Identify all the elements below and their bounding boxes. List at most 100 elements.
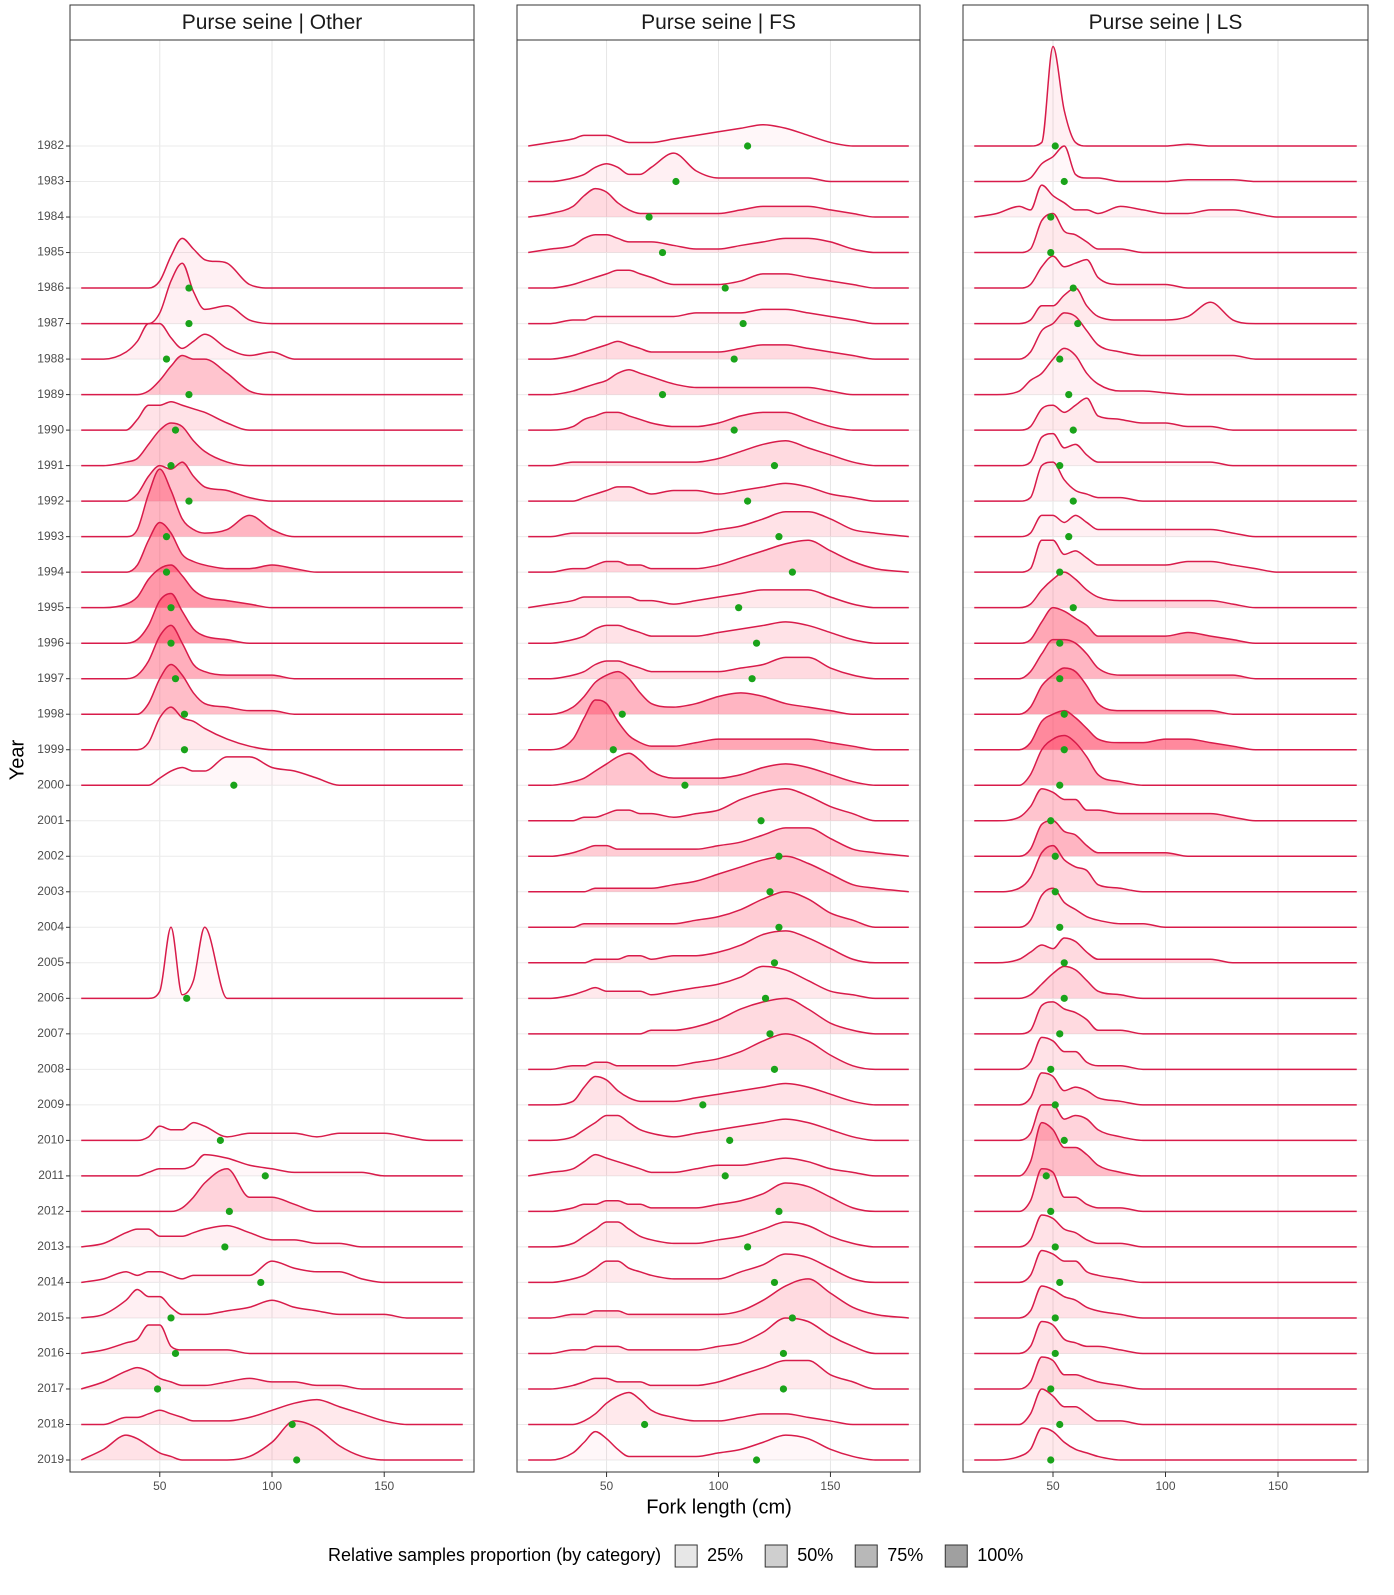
- mean-point: [162, 568, 171, 576]
- mean-point: [221, 1243, 229, 1251]
- y-axis-title: Year: [6, 739, 28, 780]
- mean-point: [1056, 781, 1064, 789]
- ridge-line: [974, 255, 1357, 289]
- ridge-line: [528, 997, 909, 1035]
- y-tick-label: 1998: [37, 706, 64, 720]
- ridge-line: [974, 1001, 1357, 1035]
- mean-point: [730, 355, 738, 363]
- y-tick-label: 2009: [37, 1097, 64, 1111]
- mean-point: [618, 710, 626, 718]
- y-tick-label: 2000: [37, 777, 64, 791]
- ridge-fill: [974, 1285, 1357, 1318]
- strip-title: Purse seine | FS: [641, 11, 796, 34]
- ridge-line: [528, 670, 909, 715]
- ridge-fill: [81, 565, 463, 608]
- mean-point: [1056, 462, 1064, 470]
- ridge-fill: [974, 1388, 1357, 1425]
- ridge-line: [974, 347, 1357, 396]
- y-tick-label: 1986: [37, 280, 64, 294]
- ridge-line: [528, 1033, 909, 1071]
- ridge-line: [974, 45, 1357, 147]
- mean-point: [1047, 817, 1055, 825]
- mean-point: [770, 1278, 779, 1287]
- ridge-line: [974, 1249, 1357, 1284]
- y-tick-label: 2006: [37, 990, 64, 1004]
- ridge-fill: [81, 1225, 463, 1247]
- ridge-line: [974, 1214, 1357, 1248]
- mean-point: [752, 1456, 761, 1464]
- ridge-line: [974, 1356, 1357, 1390]
- mean-point: [645, 213, 653, 221]
- ridge-fill: [81, 1325, 463, 1354]
- ridge-fill: [528, 671, 909, 715]
- ridge-fill: [974, 433, 1357, 466]
- ridge-line: [974, 287, 1357, 325]
- ridge-fill: [974, 1122, 1357, 1176]
- mean-point: [752, 639, 761, 647]
- ridge-line: [528, 1075, 909, 1106]
- ridge-fill: [528, 540, 909, 573]
- mean-point: [1060, 710, 1068, 718]
- mean-point: [171, 426, 180, 434]
- ridge-fill: [528, 483, 909, 502]
- ridge-fill: [974, 710, 1357, 750]
- ridge-line: [81, 564, 463, 609]
- mean-point: [1056, 1030, 1064, 1038]
- ridge-line: [528, 308, 909, 325]
- mean-point: [788, 1314, 796, 1322]
- ridge-line: [974, 844, 1357, 893]
- ridge-line: [528, 1317, 909, 1355]
- y-tick-label: 1984: [37, 209, 64, 223]
- y-tick-label: 2007: [37, 1026, 64, 1040]
- mean-point: [1051, 142, 1059, 150]
- ridge-fill: [81, 1399, 463, 1425]
- mean-point: [162, 355, 171, 363]
- mean-point: [1065, 533, 1073, 541]
- ridge-fill: [81, 522, 463, 573]
- ridge-fill: [528, 788, 909, 821]
- mean-point: [1051, 1101, 1059, 1109]
- y-tick-label: 2015: [37, 1310, 64, 1324]
- ridge-line: [974, 1072, 1357, 1106]
- strip: [962, 4, 1369, 41]
- mean-point: [1056, 923, 1064, 931]
- ridge-fill: [974, 1321, 1357, 1354]
- ridge-line: [81, 663, 463, 715]
- panel: Purse seine | FS 50 100 150: [516, 4, 921, 1493]
- ridge-line: [974, 145, 1357, 183]
- ridge-line: [974, 1320, 1357, 1355]
- strip: [69, 4, 475, 41]
- mean-point: [1056, 355, 1064, 363]
- ridge-fill: [974, 348, 1357, 395]
- ridge-fill: [528, 412, 909, 431]
- ridge-fill: [974, 845, 1357, 892]
- ridge-fill: [974, 1214, 1357, 1247]
- x-tick-label: 50: [600, 1479, 614, 1493]
- mean-point: [1069, 497, 1077, 505]
- ridge-fill: [974, 788, 1357, 821]
- ridge-line: [81, 1121, 463, 1142]
- ridge-line: [528, 1359, 909, 1390]
- y-tick-label: 1992: [37, 493, 64, 507]
- ridge-line: [974, 937, 1357, 964]
- ridge-line: [81, 1288, 463, 1319]
- y-tick-label: 2013: [37, 1239, 64, 1253]
- mean-point: [1056, 1278, 1064, 1287]
- ridge-line: [81, 1260, 463, 1284]
- ridge-line: [528, 855, 909, 893]
- x-tick-label: 100: [708, 1479, 728, 1493]
- ridge-fill: [81, 462, 463, 502]
- ridge-fill: [528, 998, 909, 1034]
- y-tick-label: 2014: [37, 1275, 64, 1289]
- mean-point: [185, 319, 193, 328]
- mean-point: [730, 426, 738, 434]
- y-tick-label: 2019: [37, 1452, 64, 1466]
- ridge-fill: [81, 469, 463, 537]
- ridge-line: [81, 237, 463, 289]
- ridge-line: [81, 354, 463, 396]
- y-tick-label: 2008: [37, 1062, 64, 1076]
- y-tick-label: 1989: [37, 387, 64, 401]
- ridge-line: [81, 521, 463, 573]
- mean-point: [1051, 1349, 1059, 1358]
- legend-swatch: [764, 1544, 788, 1568]
